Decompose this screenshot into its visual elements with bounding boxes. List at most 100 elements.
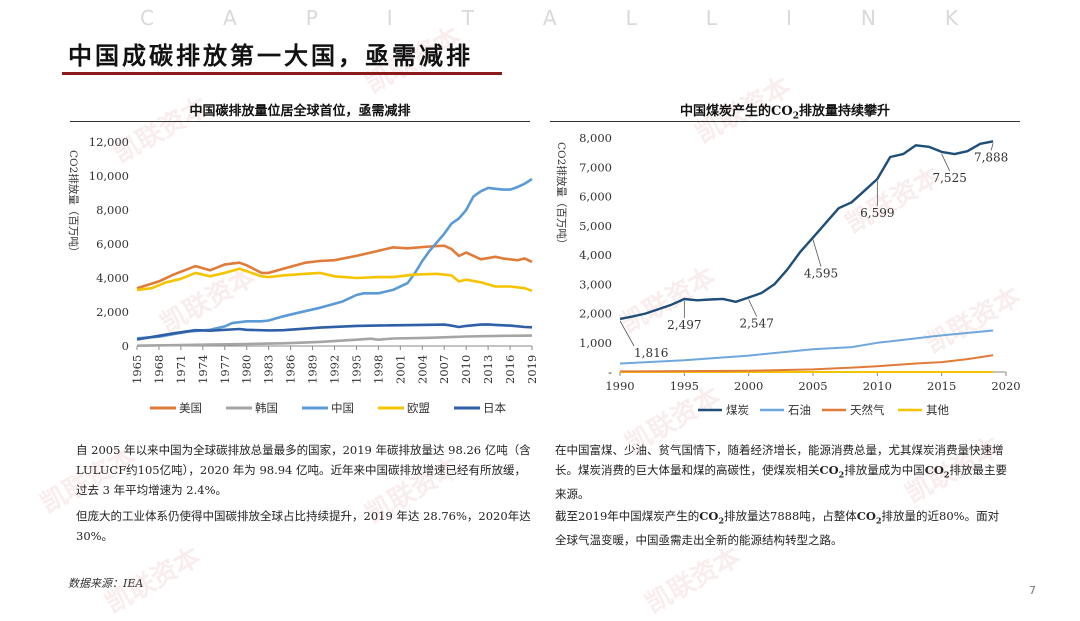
co2-sub: 2 xyxy=(838,469,845,480)
right-p2-c: 排放量的近80%。面对全球气温变暖，中国亟需走出全新的能源结构转型之路。 xyxy=(555,509,1000,548)
annotation-leader xyxy=(619,320,635,347)
series-line-美国 xyxy=(136,244,533,290)
annotation-leader xyxy=(748,299,758,317)
annotation-leader xyxy=(812,239,822,267)
y-tick-label: 4,000 xyxy=(96,271,129,285)
right-chart-title-sub: 2 xyxy=(792,111,799,122)
title-underline xyxy=(62,72,502,75)
right-p2-b: 排放量达7888吨，占整体 xyxy=(724,509,857,523)
brand-letter: K xyxy=(944,6,960,30)
series-line-日本 xyxy=(136,323,533,341)
series-line-石油 xyxy=(619,329,994,365)
legend-label: 美国 xyxy=(179,401,202,415)
y-tick-label: 2,000 xyxy=(96,305,129,319)
x-tick-label: 1971 xyxy=(174,355,188,384)
co2-sub: 2 xyxy=(943,469,950,480)
co2-sub: 2 xyxy=(718,515,725,526)
y-tick-label: 0 xyxy=(122,339,129,353)
annotation-label: 7,888 xyxy=(974,150,1008,164)
annotation-label: 6,599 xyxy=(860,206,894,220)
x-tick-label: 2000 xyxy=(734,379,763,393)
right-p1-c: 排放最主要来源。 xyxy=(555,463,1007,502)
brand-letter: I xyxy=(785,6,794,30)
y-axis-label: CO2排放量（百万吨） xyxy=(555,142,568,249)
legend-label: 煤炭 xyxy=(726,403,749,417)
legend-label: 日本 xyxy=(483,401,506,415)
x-tick-label: 1992 xyxy=(328,355,342,384)
x-tick-label: 2010 xyxy=(863,379,892,393)
left-paragraph-1: 自 2005 年以来中国为全球碳排放总量最多的国家，2019 年碳排放量达 98… xyxy=(76,443,531,497)
brand-letter: A xyxy=(542,6,559,30)
y-tick-label: 3,000 xyxy=(579,277,612,291)
annotation-label: 2,547 xyxy=(739,317,773,331)
x-tick-label: 1986 xyxy=(284,355,298,384)
x-tick-label: 1989 xyxy=(306,355,320,384)
co2-term: CO xyxy=(856,509,876,523)
y-tick-label: 5,000 xyxy=(579,219,612,233)
legend-label: 其他 xyxy=(926,403,949,417)
brand-letter: I xyxy=(386,6,395,30)
series-line-中国 xyxy=(136,177,533,340)
legend-label: 天然气 xyxy=(850,403,885,417)
y-tick-label: 6,000 xyxy=(96,237,129,251)
legend-label: 韩国 xyxy=(255,401,278,415)
y-axis-label: CO2排放量（百万吨） xyxy=(67,150,80,257)
data-source: 数据来源：IEA xyxy=(68,577,144,590)
x-tick-label: 1998 xyxy=(371,355,385,384)
right-paragraph-1: 在中国富煤、少油、贫气国情下，随着经济增长，能源消费总量，尤其煤炭消费量快速增长… xyxy=(555,440,1010,504)
co2-term: CO xyxy=(924,463,944,477)
annotation-label: 7,525 xyxy=(932,171,966,185)
page-title: 中国成碳排放第一大国，亟需减排 xyxy=(68,41,473,70)
x-tick-label: 1980 xyxy=(240,355,254,384)
x-tick-label: 1974 xyxy=(196,355,210,384)
x-tick-label: 2004 xyxy=(415,355,429,384)
left-emissions-chart: 0 2,000 4,000 6,000 8,000 10,000 12,000 1965 196… xyxy=(67,135,539,415)
brand-letter: L xyxy=(625,6,639,30)
legend-label: 石油 xyxy=(788,403,811,417)
series-line-煤炭 xyxy=(619,140,994,321)
x-tick-label: 2007 xyxy=(437,355,451,384)
brand-letter: N xyxy=(860,6,878,30)
x-tick-label: 2020 xyxy=(991,379,1020,393)
annotation-label: 1,816 xyxy=(634,346,668,360)
annotation-label: 4,595 xyxy=(804,267,838,281)
co2-term: CO xyxy=(699,509,719,523)
y-tick-label: 2,000 xyxy=(579,307,612,321)
x-tick-label: 1977 xyxy=(218,355,232,384)
y-tick-label: - xyxy=(608,365,612,379)
x-tick-label: 1965 xyxy=(130,355,144,384)
y-tick-label: 10,000 xyxy=(89,169,129,183)
x-tick-label: 1983 xyxy=(262,355,276,384)
y-tick-label: 1,000 xyxy=(579,336,612,350)
y-tick-label: 7,000 xyxy=(579,160,612,174)
co2-sub: 2 xyxy=(875,515,882,526)
y-tick-label: 6,000 xyxy=(579,190,612,204)
page-number: 7 xyxy=(1029,584,1036,597)
y-tick-label: 4,000 xyxy=(579,248,612,262)
co2-term: CO xyxy=(819,463,839,477)
x-tick-label: 2016 xyxy=(503,355,517,384)
x-tick-label: 1995 xyxy=(349,355,363,384)
annotation-leader xyxy=(941,153,951,172)
x-tick-label: 1968 xyxy=(152,355,166,384)
right-p1-b: 排放量成为中国 xyxy=(844,463,925,477)
x-tick-label: 2010 xyxy=(459,355,473,384)
left-chart-title: 中国碳排放量位居全球首位，亟需减排 xyxy=(189,104,411,119)
y-tick-label: 8,000 xyxy=(579,131,612,145)
brand-letter: P xyxy=(305,6,320,30)
right-chart-title-pre: 中国煤炭产生的CO xyxy=(680,104,793,119)
brand-letter: L xyxy=(705,6,719,30)
series-line-天然气 xyxy=(619,354,994,373)
x-tick-label: 2015 xyxy=(927,379,956,393)
series-line-韩国 xyxy=(136,334,533,347)
right-chart-title-post: 排放量持续攀升 xyxy=(798,104,890,119)
right-paragraph-2: 截至2019年中国煤炭产生的CO2排放量达7888吨，占整体CO2排放量的近80… xyxy=(555,506,1010,550)
legend-label: 中国 xyxy=(331,401,354,415)
annotation-leader xyxy=(990,143,994,151)
left-paragraph-2: 但庞大的工业体系仍使得中国碳排放全球占比持续提升，2019 年达 28.76%，… xyxy=(76,509,531,543)
legend-label: 欧盟 xyxy=(407,401,430,415)
left-chart-title-rule xyxy=(70,121,530,122)
x-tick-label: 1990 xyxy=(605,379,634,393)
right-p2-a: 截至2019年中国煤炭产生的 xyxy=(555,509,700,523)
